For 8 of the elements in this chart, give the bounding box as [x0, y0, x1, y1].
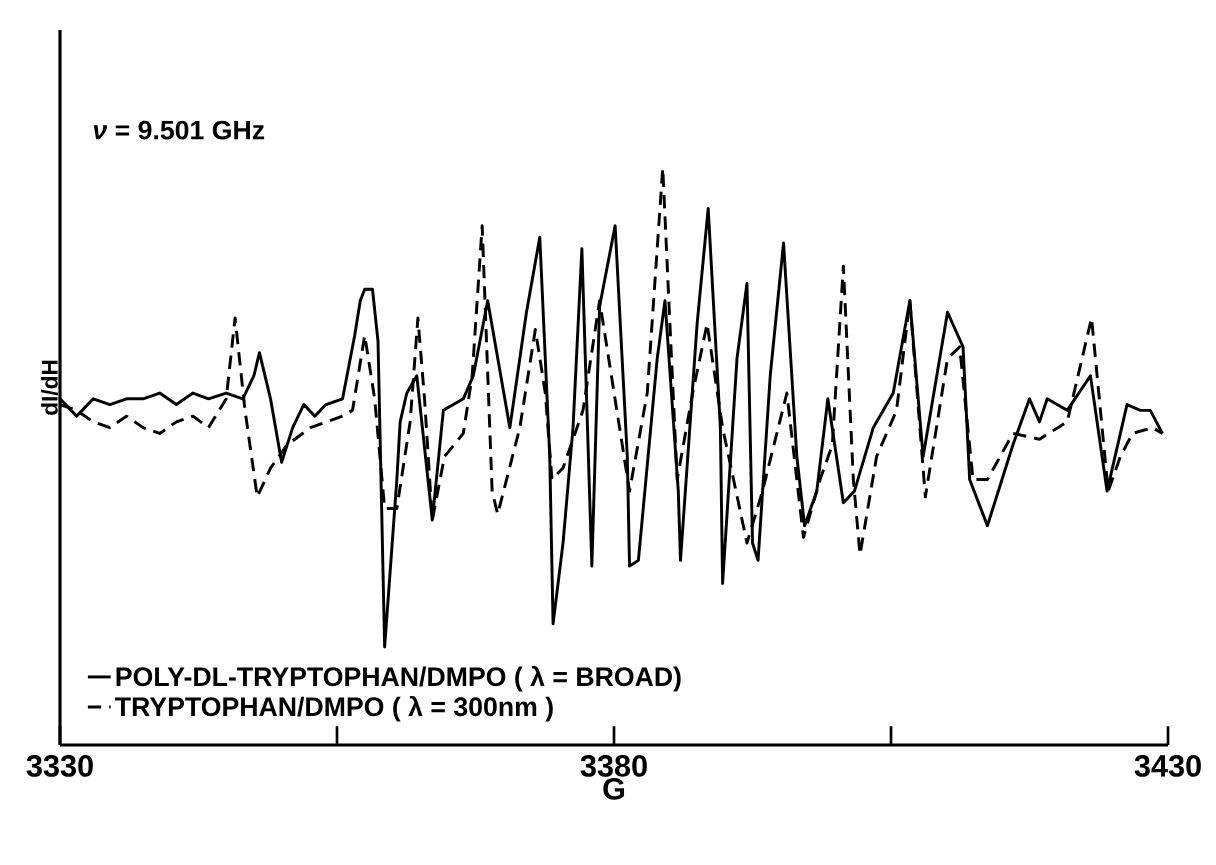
- text: ν = 9.501 GHz: [93, 120, 265, 140]
- x-axis-title: G: [603, 777, 625, 800]
- legend-label: POLY-DL-TRYPTOPHAN/DMPO ( λ = BROAD): [116, 665, 681, 692]
- x-tick-label: 3330: [26, 755, 93, 777]
- legend-label: TRYPTOPHAN/DMPO ( λ = 300nm ): [115, 695, 553, 722]
- y-axis-title: dI/dH: [41, 360, 58, 415]
- x-tick-label: 3430: [1134, 755, 1201, 777]
- x-tick-label: 3380: [580, 755, 647, 777]
